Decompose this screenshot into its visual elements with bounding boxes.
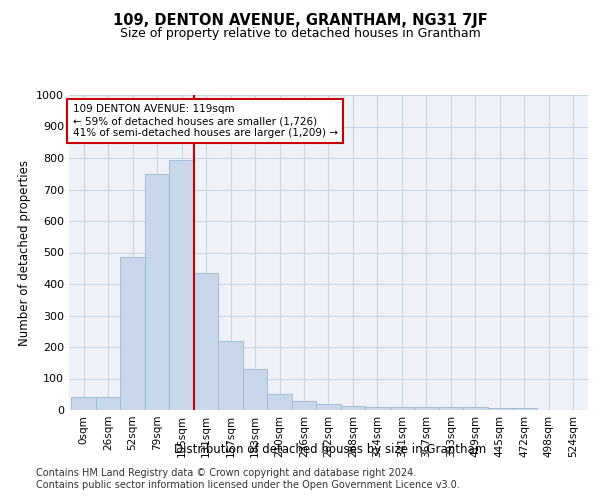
Text: Contains public sector information licensed under the Open Government Licence v3: Contains public sector information licen… <box>36 480 460 490</box>
Bar <box>96 398 121 410</box>
Bar <box>71 398 96 410</box>
Bar <box>169 160 194 410</box>
Bar <box>316 404 341 410</box>
Bar <box>488 408 512 410</box>
Bar <box>292 401 316 410</box>
Text: Distribution of detached houses by size in Grantham: Distribution of detached houses by size … <box>174 442 486 456</box>
Bar <box>463 408 488 410</box>
Bar <box>121 257 145 410</box>
Bar <box>341 406 365 410</box>
Bar <box>218 340 243 410</box>
Bar <box>243 369 267 410</box>
Bar <box>439 408 463 410</box>
Bar <box>390 407 414 410</box>
Bar <box>145 174 169 410</box>
Bar <box>194 273 218 410</box>
Y-axis label: Number of detached properties: Number of detached properties <box>17 160 31 346</box>
Bar <box>267 394 292 410</box>
Bar <box>512 408 536 410</box>
Text: Size of property relative to detached houses in Grantham: Size of property relative to detached ho… <box>119 28 481 40</box>
Bar <box>414 408 439 410</box>
Text: Contains HM Land Registry data © Crown copyright and database right 2024.: Contains HM Land Registry data © Crown c… <box>36 468 416 477</box>
Text: 109, DENTON AVENUE, GRANTHAM, NG31 7JF: 109, DENTON AVENUE, GRANTHAM, NG31 7JF <box>113 12 487 28</box>
Text: 109 DENTON AVENUE: 119sqm
← 59% of detached houses are smaller (1,726)
41% of se: 109 DENTON AVENUE: 119sqm ← 59% of detac… <box>73 104 338 138</box>
Bar <box>365 407 390 410</box>
